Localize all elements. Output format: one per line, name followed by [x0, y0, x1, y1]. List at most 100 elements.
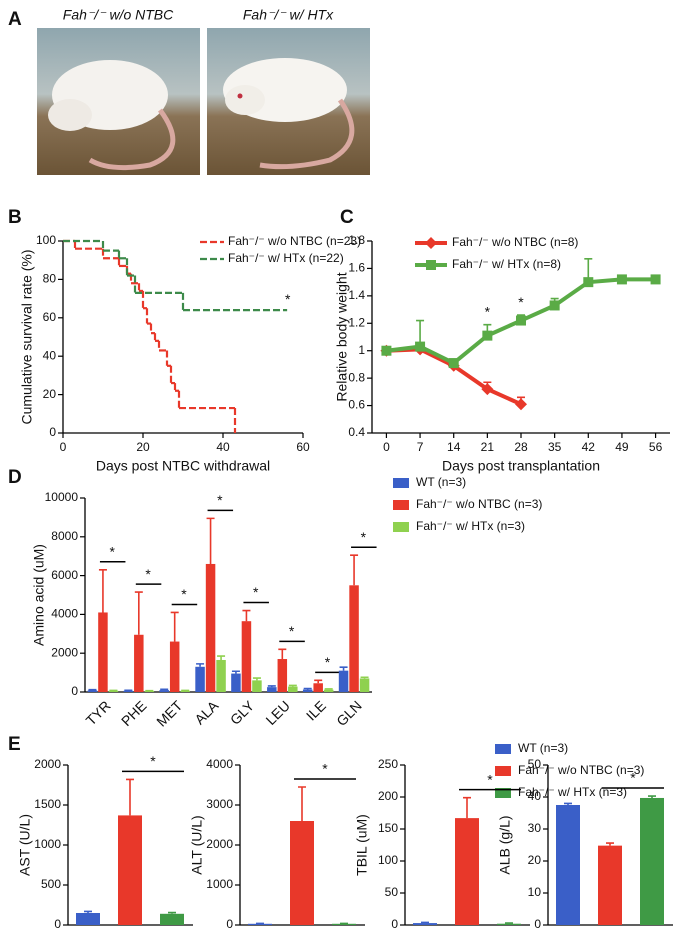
error-bar [206, 517, 215, 564]
significance: * [217, 492, 223, 508]
error-bar [278, 648, 287, 660]
bar [413, 923, 437, 925]
bar [640, 797, 664, 925]
significance: * [630, 770, 636, 786]
bar [252, 680, 262, 692]
error-bar [196, 663, 205, 667]
y-axis-label: ALB (g/L) [497, 815, 513, 874]
x-tick-label: 49 [615, 440, 629, 454]
y-tick-label: 50 [385, 885, 399, 899]
bar [98, 612, 108, 692]
significance: * [109, 543, 115, 559]
bar [216, 659, 226, 692]
bar [598, 845, 622, 925]
x-tick-label: 21 [481, 440, 495, 454]
legend-label: Fah⁻/⁻ w/ HTx (n=22) [228, 251, 344, 265]
error-bar [303, 687, 312, 690]
legend-swatch [495, 744, 511, 754]
photo-label: Fah⁻/⁻ w/o NTBC [63, 7, 174, 23]
x-axis-label: Days post transplantation [442, 458, 600, 474]
y-tick-label: 250 [378, 757, 398, 771]
y-tick-label: 1.4 [348, 288, 365, 302]
y-tick-label: 3000 [206, 797, 233, 811]
x-tick-label: 0 [60, 440, 67, 454]
y-tick-label: 1.2 [348, 315, 365, 329]
x-tick-label: TYR [83, 697, 114, 728]
error-bar [252, 677, 261, 681]
legend-label: Fah⁻/⁻ w/o NTBC (n=8) [452, 235, 578, 249]
panel-letter: B [8, 207, 22, 228]
y-axis-label: Relative body weight [334, 272, 350, 401]
significance: * [518, 294, 524, 310]
bar [195, 666, 205, 692]
y-tick-label: 6000 [51, 568, 78, 582]
error-bar [463, 796, 471, 819]
bar [123, 690, 134, 692]
x-tick-label: 42 [582, 440, 596, 454]
legend-label: WT (n=3) [416, 475, 466, 489]
y-tick-label: 0 [534, 917, 541, 931]
x-tick-label: GLN [333, 697, 365, 729]
error-bar [88, 688, 97, 691]
error-bar [98, 568, 107, 613]
y-tick-label: 4000 [51, 607, 78, 621]
y-tick-label: 0 [391, 917, 398, 931]
bar [359, 678, 370, 692]
y-tick-label: 20 [43, 387, 57, 401]
legend-label: Fah⁻/⁻ w/o NTBC (n=23) [228, 234, 361, 248]
y-tick-label: 1000 [206, 877, 233, 891]
y-tick-label: 40 [43, 348, 57, 362]
x-axis-label: Days post NTBC withdrawal [96, 458, 270, 474]
error-bar [288, 684, 297, 687]
significance: * [361, 529, 367, 545]
error-bar [421, 921, 429, 924]
significance: * [289, 623, 295, 639]
bar [134, 634, 144, 692]
x-tick-label: 28 [514, 440, 528, 454]
annotation: * [285, 291, 291, 307]
y-tick-label: 10 [528, 885, 542, 899]
significance: * [487, 771, 493, 787]
error-bar [350, 554, 359, 586]
x-tick-label: 35 [548, 440, 562, 454]
significance: * [181, 586, 187, 602]
error-bar [324, 688, 333, 690]
significance: * [145, 566, 151, 582]
bar [290, 821, 314, 925]
bar [87, 690, 98, 692]
bar [118, 815, 142, 925]
bar [180, 690, 190, 692]
error-bar [126, 778, 134, 816]
bar [159, 690, 169, 692]
significance: * [325, 654, 331, 670]
bar [332, 923, 356, 925]
bar [288, 686, 298, 692]
error-bar [231, 670, 240, 674]
bar [160, 913, 184, 925]
y-tick-label: 0.4 [348, 425, 365, 439]
y-tick-label: 200 [378, 789, 398, 803]
marker [415, 341, 426, 352]
y-tick-label: 0 [54, 917, 61, 931]
y-tick-label: 2000 [51, 645, 78, 659]
panel-letter: A [8, 9, 22, 30]
y-tick-label: 1000 [34, 837, 61, 851]
marker [616, 274, 627, 285]
y-tick-label: 60 [43, 310, 57, 324]
y-tick-label: 0 [49, 425, 56, 439]
y-tick-label: 2000 [206, 837, 233, 851]
legend-swatch [495, 788, 511, 798]
legend-label: Fah⁻/⁻ w/ HTx (n=3) [518, 785, 627, 799]
marker [516, 315, 526, 326]
error-bar [84, 910, 92, 913]
x-tick-label: 40 [216, 440, 230, 454]
marker [650, 274, 661, 285]
legend-marker [426, 260, 436, 270]
error-bar [124, 689, 133, 692]
x-tick-label: 20 [136, 440, 150, 454]
y-axis-label: Cumulative survival rate (%) [19, 249, 35, 424]
x-tick-label: 56 [649, 440, 663, 454]
y-tick-label: 50 [528, 757, 542, 771]
bar [556, 805, 580, 925]
